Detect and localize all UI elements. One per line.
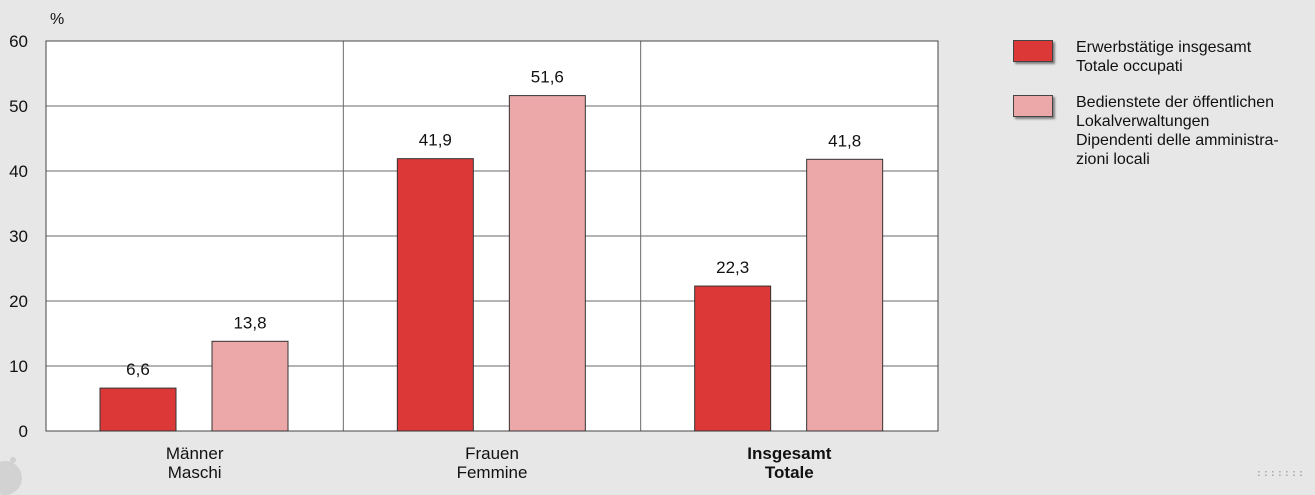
category-label: Totale <box>765 463 814 482</box>
legend-line: Totale occupati <box>1076 58 1183 75</box>
label-layer: 0 10 20 30 40 50 60% 6,6 41,9 22,3 13,8 51,6 41,8 Män… <box>9 11 861 482</box>
data-label: 13,8 <box>233 313 266 332</box>
y-tick-label: 30 <box>9 227 28 246</box>
y-tick-label: 40 <box>9 162 28 181</box>
category-label: Männer <box>166 444 224 463</box>
y-tick-label: 10 <box>9 357 28 376</box>
legend-line: zioni locali <box>1076 151 1150 168</box>
legend-text-local-administration: Bedienstete der öffentlichen Lokalverwal… <box>1076 93 1313 169</box>
y-unit-label: % <box>50 11 64 28</box>
data-label: 22,3 <box>716 258 749 277</box>
y-tick-label: 0 <box>19 422 28 441</box>
bar <box>694 285 772 432</box>
grid-layer <box>45 40 939 432</box>
category-label: Insgesamt <box>747 444 831 463</box>
category-label: Frauen <box>465 444 519 463</box>
bar <box>99 387 177 432</box>
y-tick-label: 20 <box>9 292 28 311</box>
bar <box>508 95 586 432</box>
decorative-dot <box>10 457 16 463</box>
corner-dots-mark: ::::::: <box>1255 468 1305 479</box>
bar-chart: 0 10 20 30 40 50 60% 6,6 41,9 22,3 13,8 51,6 41,8 Män… <box>9 11 939 482</box>
category-label: Femmine <box>457 463 528 482</box>
y-tick-label: 50 <box>9 97 28 116</box>
bar <box>211 340 289 432</box>
bar <box>806 158 884 432</box>
legend-swatch-employed-total <box>1013 40 1053 62</box>
plot-border <box>45 40 939 432</box>
legend-line: Erwerbstätige insgesamt <box>1076 39 1252 56</box>
data-label: 6,6 <box>126 360 150 379</box>
legend-item-employed-total: Erwerbstätige insgesamt Totale occupati <box>1013 38 1313 76</box>
legend: Erwerbstätige insgesamt Totale occupati … <box>1013 38 1313 186</box>
data-label: 51,6 <box>531 68 564 87</box>
legend-text-employed-total: Erwerbstätige insgesamt Totale occupati <box>1076 38 1313 76</box>
legend-line: Bedienstete der öffentlichen <box>1076 94 1275 111</box>
legend-item-local-administration: Bedienstete der öffentlichen Lokalverwal… <box>1013 93 1313 169</box>
data-label: 41,9 <box>419 131 452 150</box>
category-label: Maschi <box>168 463 222 482</box>
bar-layer <box>99 95 884 432</box>
y-tick-label: 60 <box>9 32 28 51</box>
legend-swatch-local-administration <box>1013 95 1053 117</box>
data-label: 41,8 <box>828 131 861 150</box>
legend-line: Dipendenti delle amministra- <box>1076 132 1279 149</box>
legend-line: Lokalverwaltungen <box>1076 113 1210 130</box>
bar <box>396 158 474 432</box>
